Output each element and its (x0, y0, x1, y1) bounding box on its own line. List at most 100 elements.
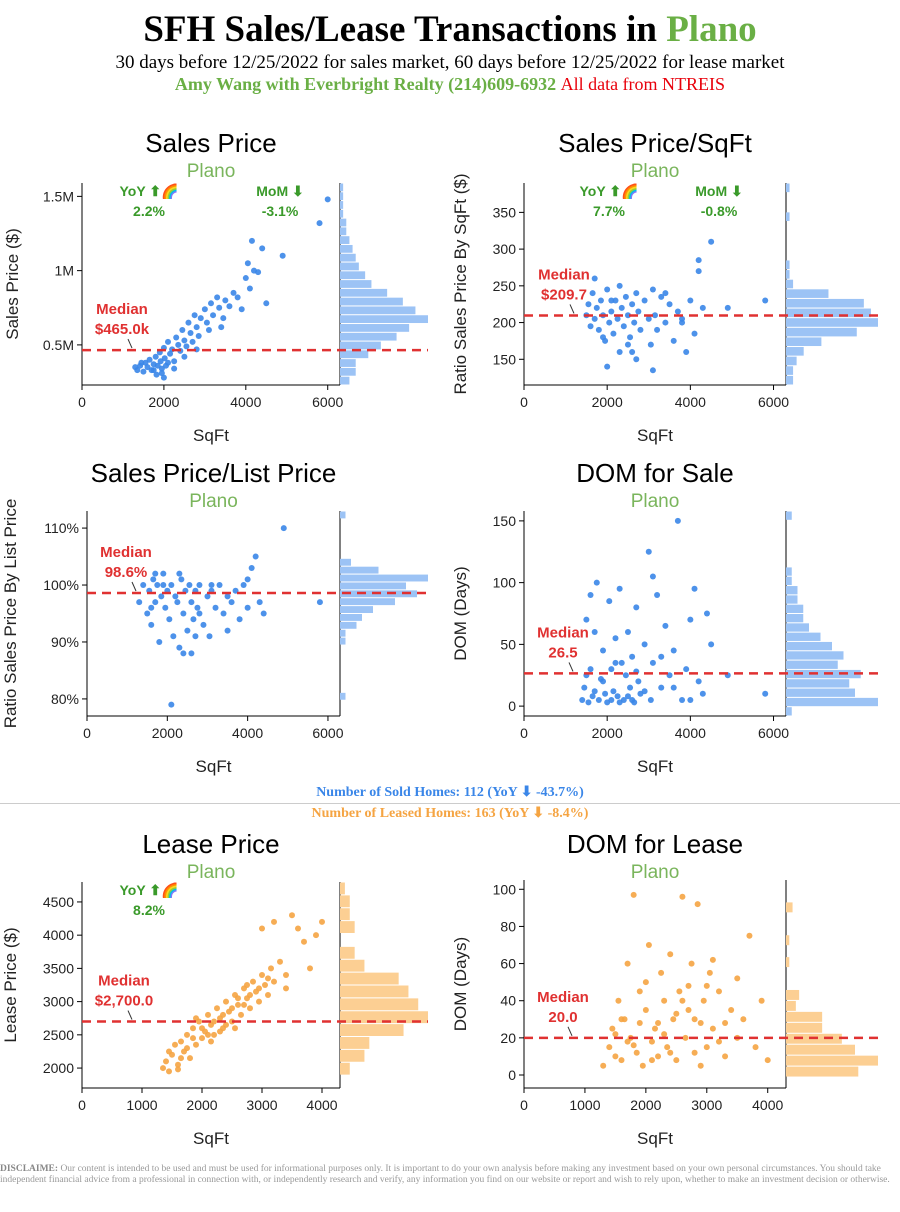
y-tick-label: 150 (493, 351, 517, 367)
data-point (618, 304, 625, 311)
histogram-bar (340, 288, 388, 297)
histogram-bar (340, 598, 395, 606)
data-point (691, 330, 698, 337)
histogram-bar (340, 280, 372, 288)
data-point (670, 1016, 677, 1023)
histogram-bar (340, 244, 353, 253)
median-pointer (127, 1010, 133, 1020)
data-point (728, 1007, 735, 1013)
data-point (223, 998, 229, 1005)
leased-homes-summary: Number of Leased Homes: 163 (YoY ⬇ -8.4%… (311, 806, 589, 821)
data-point (150, 576, 157, 583)
x-axis-label: SqFt (193, 1129, 229, 1148)
data-point (191, 312, 198, 319)
data-point (283, 985, 289, 992)
y-tick-label: 200 (493, 315, 517, 331)
data-point (188, 650, 195, 657)
data-point (587, 666, 594, 673)
histogram-bar (340, 183, 344, 192)
x-tick-label: 4000 (752, 1097, 783, 1113)
x-tick-label: 2000 (592, 394, 623, 410)
data-point (703, 982, 710, 989)
data-point (212, 604, 219, 611)
change-badge-label: YoY ⬆🌈 (580, 182, 639, 200)
y-tick-label: 0 (508, 1067, 516, 1083)
data-point (589, 693, 596, 700)
data-point (166, 1068, 172, 1075)
data-point (630, 891, 637, 898)
data-point (229, 1005, 235, 1012)
data-point (600, 647, 607, 654)
histogram-bar (340, 376, 350, 385)
histogram-bar (340, 236, 350, 244)
x-tick-label: 0 (78, 394, 86, 410)
data-point (691, 1016, 698, 1023)
data-point (600, 334, 607, 341)
data-point (180, 650, 187, 657)
histogram-bar (340, 566, 379, 574)
data-point (687, 297, 694, 304)
x-tick-label: 0 (520, 394, 528, 410)
data-point (636, 988, 643, 995)
data-point (667, 951, 674, 958)
data-point (190, 616, 197, 623)
data-point (637, 326, 644, 333)
y-axis-label: DOM (Days) (451, 937, 470, 1031)
data-point (627, 334, 634, 341)
data-point (600, 1062, 607, 1069)
data-point (679, 893, 686, 900)
data-point (740, 1016, 747, 1023)
data-point (259, 245, 266, 252)
data-point (166, 1048, 172, 1055)
data-point (152, 599, 159, 606)
x-tick-label: 6000 (312, 725, 343, 741)
data-point (581, 684, 588, 691)
data-point (224, 593, 231, 600)
data-point (263, 300, 270, 307)
data-point (674, 308, 681, 315)
data-point (186, 582, 193, 589)
data-point (715, 1038, 722, 1045)
data-point (612, 659, 619, 666)
data-point (685, 1007, 692, 1013)
data-point (647, 341, 654, 348)
sold-homes-summary: Number of Sold Homes: 112 (YoY ⬇ -43.7%) (316, 785, 584, 800)
change-badge-value: -3.1% (262, 203, 299, 219)
histogram-bar (786, 366, 794, 375)
data-point (187, 1055, 193, 1062)
data-point (210, 312, 217, 319)
data-point (662, 290, 669, 297)
y-tick-label: 300 (493, 241, 517, 257)
data-point (153, 371, 160, 378)
data-point (280, 525, 287, 532)
y-tick-label: 2000 (43, 1060, 74, 1076)
data-point (612, 297, 619, 304)
data-point (616, 585, 623, 592)
x-tick-label: 6000 (758, 394, 789, 410)
histogram-bar (786, 308, 871, 318)
data-point (606, 319, 613, 326)
median-label: Median (538, 266, 590, 283)
chart-title: DOM for Lease (567, 829, 743, 859)
histogram-bar (786, 212, 790, 221)
histogram-bar (786, 651, 844, 660)
data-point (200, 621, 207, 628)
data-point (250, 978, 256, 985)
data-point (679, 997, 686, 1004)
data-point (635, 678, 642, 685)
data-point (208, 1038, 214, 1045)
y-tick-label: 80% (51, 691, 79, 707)
histogram-bar (786, 669, 861, 679)
median-value: $209.7 (541, 286, 587, 303)
data-point (624, 312, 631, 319)
data-point (160, 570, 167, 577)
x-tick-label: 4000 (230, 394, 261, 410)
histogram-bar (340, 201, 344, 209)
data-point (226, 303, 233, 310)
y-tick-label: 150 (493, 513, 517, 529)
data-point (641, 688, 648, 695)
data-point (609, 1025, 616, 1032)
data-point (616, 282, 623, 289)
data-point (246, 285, 253, 292)
data-point (691, 1049, 698, 1056)
